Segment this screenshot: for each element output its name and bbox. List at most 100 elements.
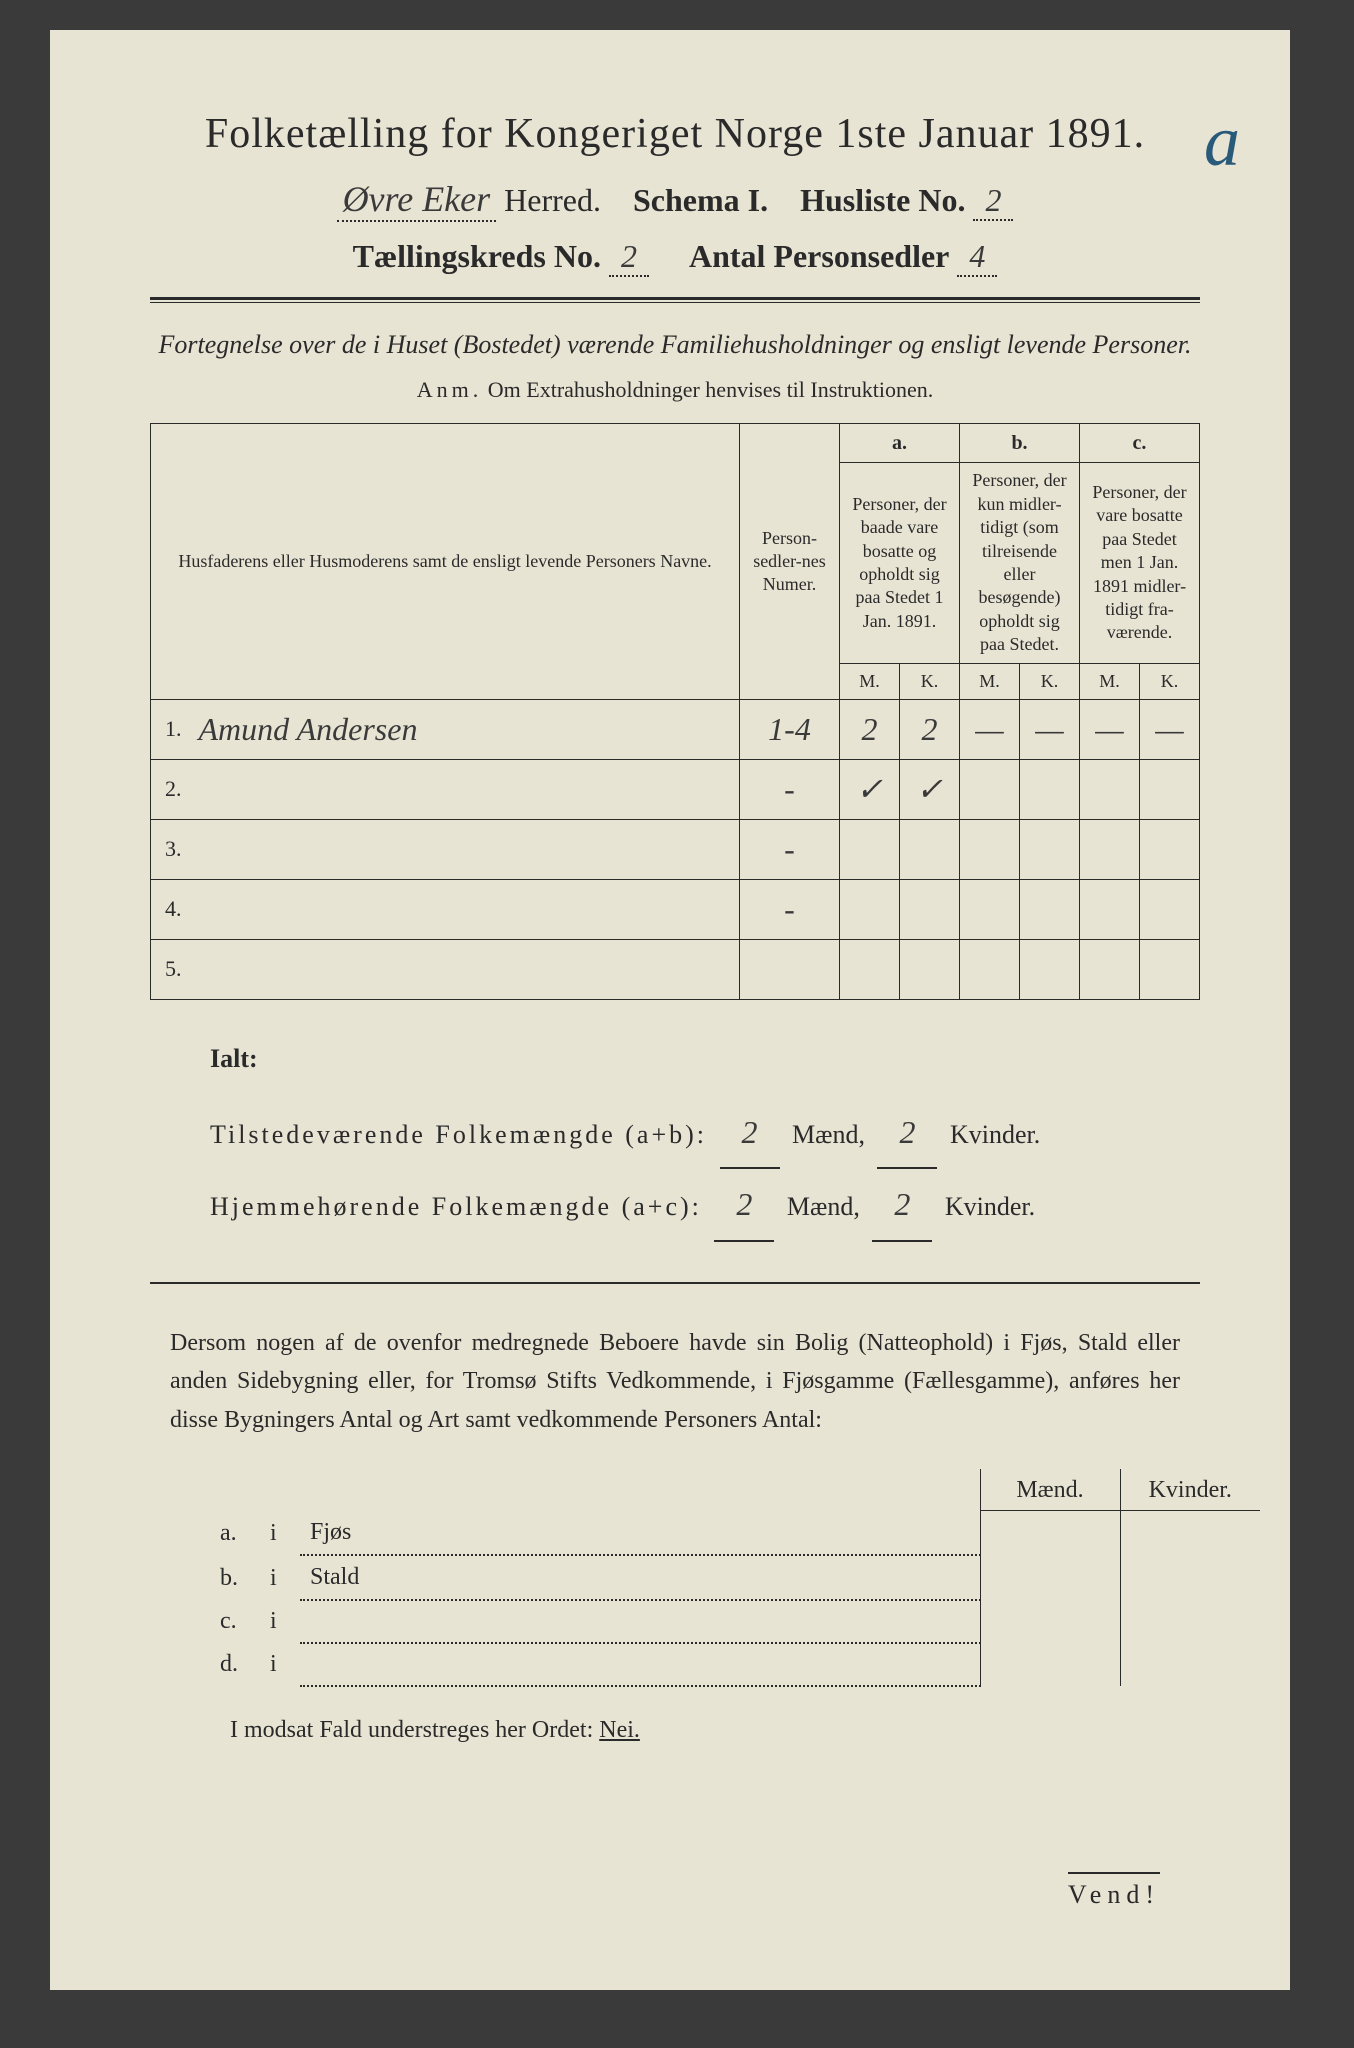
row-c-k bbox=[1140, 879, 1200, 939]
hjemme-m: 2 bbox=[714, 1169, 774, 1241]
header-rule bbox=[150, 297, 1200, 303]
sb-i: i bbox=[260, 1600, 300, 1643]
sb-label bbox=[300, 1600, 980, 1643]
sb-m bbox=[980, 1511, 1120, 1555]
nei-text: I modsat Fald understreges her Ordet: bbox=[230, 1717, 593, 1743]
table-row: 5. bbox=[151, 939, 1200, 999]
sb-i: i bbox=[260, 1643, 300, 1686]
row-number: 2. bbox=[151, 759, 191, 819]
herred-value: Øvre Eker bbox=[337, 178, 497, 222]
col-a-text: Personer, der baade vare bosatte og opho… bbox=[840, 463, 960, 663]
table-row: 3.- bbox=[151, 819, 1200, 879]
row-numer: - bbox=[740, 759, 840, 819]
subtitle: Fortegnelse over de i Huset (Bostedet) v… bbox=[150, 327, 1200, 363]
hjemme-label: Hjemmehørende Folkemængde (a+c): bbox=[210, 1192, 702, 1221]
maend-label: Mænd, bbox=[792, 1120, 865, 1149]
section-rule bbox=[150, 1282, 1200, 1284]
vend-label: Vend! bbox=[1068, 1872, 1160, 1910]
sb-m bbox=[980, 1555, 1120, 1600]
sb-letter: c. bbox=[210, 1600, 260, 1643]
col-c-m: M. bbox=[1080, 663, 1140, 699]
row-name: Amund Andersen bbox=[191, 699, 740, 759]
row-b-k bbox=[1020, 759, 1080, 819]
row-c-k: — bbox=[1140, 699, 1200, 759]
row-b-m bbox=[960, 879, 1020, 939]
sidebldg-row: a.iFjøs bbox=[210, 1511, 1260, 1555]
row-c-k bbox=[1140, 819, 1200, 879]
herred-label: Herred. bbox=[504, 182, 601, 218]
row-b-k: — bbox=[1020, 699, 1080, 759]
header-line-3: Tællingskreds No. 2 Antal Personsedler 4 bbox=[150, 238, 1200, 277]
row-numer: - bbox=[740, 819, 840, 879]
row-a-k bbox=[900, 819, 960, 879]
sb-m bbox=[980, 1643, 1120, 1686]
husliste-label: Husliste No. bbox=[800, 182, 965, 218]
sb-i: i bbox=[260, 1511, 300, 1555]
col-b-m: M. bbox=[960, 663, 1020, 699]
col-c-k: K. bbox=[1140, 663, 1200, 699]
totals-block: Ialt: Tilstedeværende Folkemængde (a+b):… bbox=[210, 1030, 1200, 1242]
nei-word: Nei. bbox=[599, 1717, 640, 1743]
col-name: Husfaderens eller Husmoderens samt de en… bbox=[151, 424, 740, 700]
row-a-m: 2 bbox=[840, 699, 900, 759]
col-a-k: K. bbox=[900, 663, 960, 699]
row-a-k bbox=[900, 879, 960, 939]
row-a-k bbox=[900, 939, 960, 999]
anm-text: Om Extrahusholdninger henvises til Instr… bbox=[488, 377, 933, 402]
sb-label: Stald bbox=[300, 1555, 980, 1600]
col-c-letter: c. bbox=[1080, 424, 1200, 463]
table-row: 4. - bbox=[151, 879, 1200, 939]
col-c-text: Personer, der vare bosatte paa Stedet me… bbox=[1080, 463, 1200, 663]
row-number: 4. bbox=[151, 879, 191, 939]
row-a-m bbox=[840, 819, 900, 879]
col-a-letter: a. bbox=[840, 424, 960, 463]
blue-annotation: a bbox=[1204, 100, 1240, 183]
row-c-m bbox=[1080, 939, 1140, 999]
kreds-label: Tællingskreds No. bbox=[353, 238, 601, 274]
col-numer: Person-sedler-nes Numer. bbox=[740, 424, 840, 700]
sb-m bbox=[980, 1600, 1120, 1643]
row-c-k bbox=[1140, 759, 1200, 819]
row-number: 1. bbox=[151, 699, 191, 759]
table-row: 1.Amund Andersen1-422———— bbox=[151, 699, 1200, 759]
row-b-m bbox=[960, 819, 1020, 879]
anm-line: Anm. Om Extrahusholdninger henvises til … bbox=[150, 377, 1200, 403]
sb-k bbox=[1120, 1555, 1260, 1600]
row-c-k bbox=[1140, 939, 1200, 999]
row-c-m bbox=[1080, 879, 1140, 939]
row-numer: - bbox=[740, 879, 840, 939]
row-numer: 1-4 bbox=[740, 699, 840, 759]
col-a-m: M. bbox=[840, 663, 900, 699]
sidebldg-row: c.i bbox=[210, 1600, 1260, 1643]
tilstede-m: 2 bbox=[720, 1097, 780, 1169]
row-c-m: — bbox=[1080, 699, 1140, 759]
husliste-value: 2 bbox=[973, 182, 1013, 221]
totals-line-2: Hjemmehørende Folkemængde (a+c): 2 Mænd,… bbox=[210, 1169, 1200, 1241]
ialt-label: Ialt: bbox=[210, 1030, 1200, 1087]
sb-k bbox=[1120, 1511, 1260, 1555]
page-title: Folketælling for Kongeriget Norge 1ste J… bbox=[150, 110, 1200, 158]
row-b-m bbox=[960, 939, 1020, 999]
sb-label: Fjøs bbox=[300, 1511, 980, 1555]
sb-i: i bbox=[260, 1555, 300, 1600]
nei-line: I modsat Fald understreges her Ordet: Ne… bbox=[230, 1717, 1200, 1744]
row-name bbox=[191, 879, 740, 939]
sb-letter: d. bbox=[210, 1643, 260, 1686]
row-a-k: ✓ bbox=[900, 759, 960, 819]
row-a-m bbox=[840, 939, 900, 999]
row-number: 5. bbox=[151, 939, 191, 999]
row-name bbox=[191, 819, 740, 879]
sidebldg-table: Mænd. Kvinder. a.iFjøsb.iStaldc.id.i bbox=[210, 1469, 1260, 1687]
personsedler-value: 4 bbox=[957, 238, 997, 277]
row-name bbox=[191, 939, 740, 999]
row-b-m: — bbox=[960, 699, 1020, 759]
row-c-m bbox=[1080, 759, 1140, 819]
row-b-m bbox=[960, 759, 1020, 819]
header-line-2: Øvre Eker Herred. Schema I. Husliste No.… bbox=[150, 178, 1200, 222]
row-name bbox=[191, 759, 740, 819]
row-b-k bbox=[1020, 939, 1080, 999]
row-a-k: 2 bbox=[900, 699, 960, 759]
hjemme-k: 2 bbox=[872, 1169, 932, 1241]
anm-label: Anm. bbox=[417, 377, 483, 402]
row-b-k bbox=[1020, 879, 1080, 939]
